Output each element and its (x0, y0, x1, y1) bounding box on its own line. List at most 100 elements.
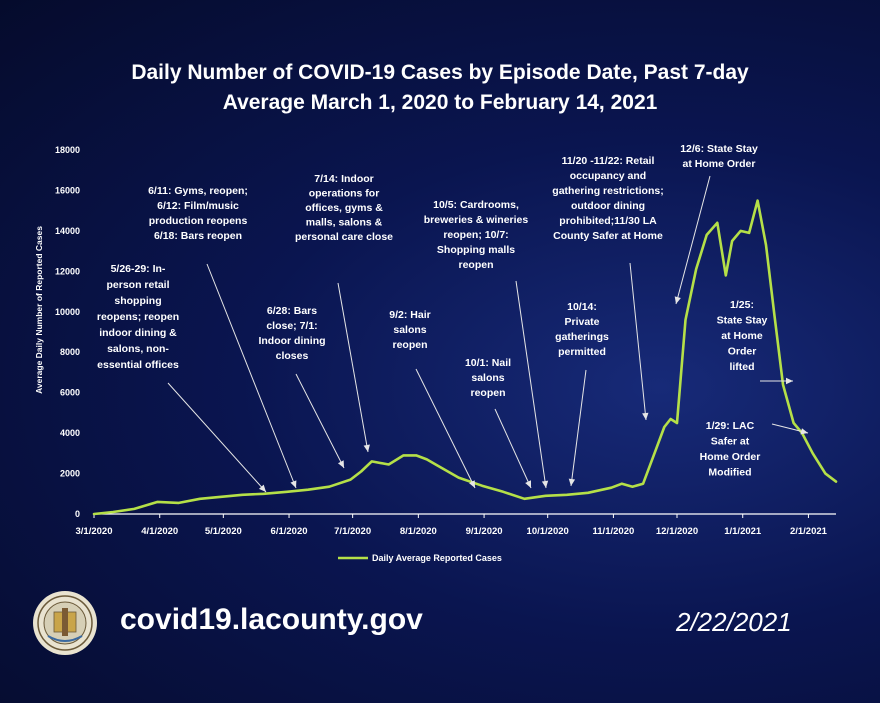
x-tick-label: 11/1/2020 (593, 526, 635, 537)
annotation-text: Home Order (700, 451, 761, 463)
annotation-text: prohibited;11/30 LA (559, 215, 657, 227)
annotation-arrow (675, 175, 711, 305)
annotation-text: essential offices (97, 359, 179, 371)
x-tick-label: 12/1/2020 (656, 526, 698, 537)
annotation-text: gathering restrictions; (552, 185, 663, 197)
annotation-text: 10/14: (567, 301, 597, 313)
annotation-arrowhead (786, 377, 793, 385)
y-tick-label: 2000 (60, 469, 80, 479)
annotation-text: breweries & wineries (424, 214, 529, 226)
annotation-arrowhead (525, 480, 532, 488)
annotation-text: reopen (470, 387, 505, 399)
annotation-arrow (629, 262, 647, 421)
annotation-text: 12/6: State Stay (680, 143, 758, 155)
y-tick-label: 18000 (55, 145, 80, 155)
annotation-text: gatherings (555, 331, 609, 343)
annotation-text: Private (564, 316, 599, 328)
annotation-arrow (515, 280, 547, 489)
annotation-text: reopen; 10/7: (443, 229, 508, 241)
annotation-text: permitted (558, 346, 606, 358)
annotation-text: salons (393, 324, 426, 336)
annotation-text: offices, gyms & (305, 202, 383, 214)
x-tick-label: 8/1/2020 (400, 526, 437, 537)
annotation-text: 10/5: Cardrooms, (433, 199, 519, 211)
annotation-arrow (337, 282, 369, 453)
x-tick-label: 2/1/2021 (790, 526, 828, 537)
x-tick-label: 5/1/2020 (205, 526, 242, 537)
annotation-arrowhead (363, 444, 370, 452)
x-tick-label: 4/1/2020 (141, 526, 178, 537)
annotation-arrowhead (642, 412, 649, 420)
annotation-text: salons (471, 372, 504, 384)
annotation-text: malls, salons & (306, 217, 383, 229)
annotation-arrowhead (800, 428, 808, 435)
y-tick-label: 10000 (55, 307, 80, 317)
annotation-text: reopen (458, 259, 493, 271)
annotation-text: Shopping malls (437, 244, 515, 256)
legend-label: Daily Average Reported Cases (372, 553, 502, 563)
annotation-text: State Stay (717, 315, 768, 327)
annotation-text: 5/26-29: In- (111, 263, 166, 275)
y-axis-label: Average Daily Number of Reported Cases (34, 226, 44, 394)
annotation-text: person retail (106, 279, 169, 291)
y-tick-label: 12000 (55, 266, 80, 276)
chart-title: Daily Number of COVID-19 Cases by Episod… (131, 61, 749, 114)
annotation-text: lifted (729, 361, 754, 373)
annotation-arrowhead (568, 478, 576, 486)
annotation-text: salons, non- (107, 343, 169, 355)
annotation-text: 1/29: LAC (706, 420, 755, 432)
annotation-text: 11/20 -11/22: Retail (562, 155, 655, 167)
annotation-arrowhead (469, 480, 475, 488)
y-tick-label: 0 (75, 509, 80, 519)
annotation-arrow (167, 382, 267, 493)
annotation-text: 10/1: Nail (465, 357, 511, 369)
annotation-text: 6/12: Film/music (157, 200, 239, 212)
annotation-text: close; 7/1: (266, 320, 317, 332)
annotation-text: 6/11: Gyms, reopen; (148, 185, 248, 197)
annotation-text: shopping (114, 295, 161, 307)
annotation-text: at Home (721, 330, 763, 342)
x-tick-label: 9/1/2020 (466, 526, 503, 537)
annotation-text: reopens; reopen (97, 311, 179, 323)
annotation-text: at Home Order (683, 158, 756, 170)
annotation-arrowhead (541, 480, 549, 488)
y-tick-label: 16000 (55, 185, 80, 195)
annotation-text: occupancy and (570, 170, 646, 182)
x-tick-label: 3/1/2020 (76, 526, 113, 537)
y-tick-label: 8000 (60, 347, 80, 357)
annotation-text: reopen (392, 339, 427, 351)
annotation-text: 7/14: Indoor (314, 173, 374, 185)
y-tick-label: 4000 (60, 428, 80, 438)
annotation-arrowhead (337, 460, 344, 468)
annotation-text: Safer at (711, 436, 750, 448)
annotation-text: 6/28: Bars (267, 305, 317, 317)
annotation-text: Indoor dining (258, 335, 325, 347)
annotation-arrowhead (258, 484, 266, 492)
annotation-text: 9/2: Hair (389, 309, 430, 321)
annotation-arrowhead (290, 480, 297, 488)
annotation-text: closes (276, 350, 309, 362)
annotation-arrow (415, 368, 476, 489)
annotation-text: County Safer at Home (553, 230, 663, 242)
annotation-text: operations for (309, 188, 380, 200)
annotation-text: personal care close (295, 231, 393, 243)
annotation-text: indoor dining & (99, 327, 177, 339)
footer-url: covid19.lacounty.gov (120, 603, 423, 636)
x-tick-label: 10/1/2020 (527, 526, 569, 537)
annotation-arrowhead (674, 296, 681, 304)
annotation-text: Order (728, 346, 757, 358)
annotation-text: outdoor dining (571, 200, 645, 212)
annotation-text: Modified (708, 467, 751, 479)
y-tick-label: 6000 (60, 388, 80, 398)
x-tick-label: 1/1/2021 (724, 526, 762, 537)
y-tick-label: 14000 (55, 226, 80, 236)
annotation-arrow (206, 263, 297, 489)
annotation-arrow (494, 408, 532, 489)
x-tick-label: 6/1/2020 (271, 526, 308, 537)
annotation-text: production reopens (149, 215, 248, 227)
series-line (92, 199, 838, 516)
footer-date: 2/22/2021 (676, 607, 792, 637)
x-tick-label: 7/1/2020 (334, 526, 371, 537)
